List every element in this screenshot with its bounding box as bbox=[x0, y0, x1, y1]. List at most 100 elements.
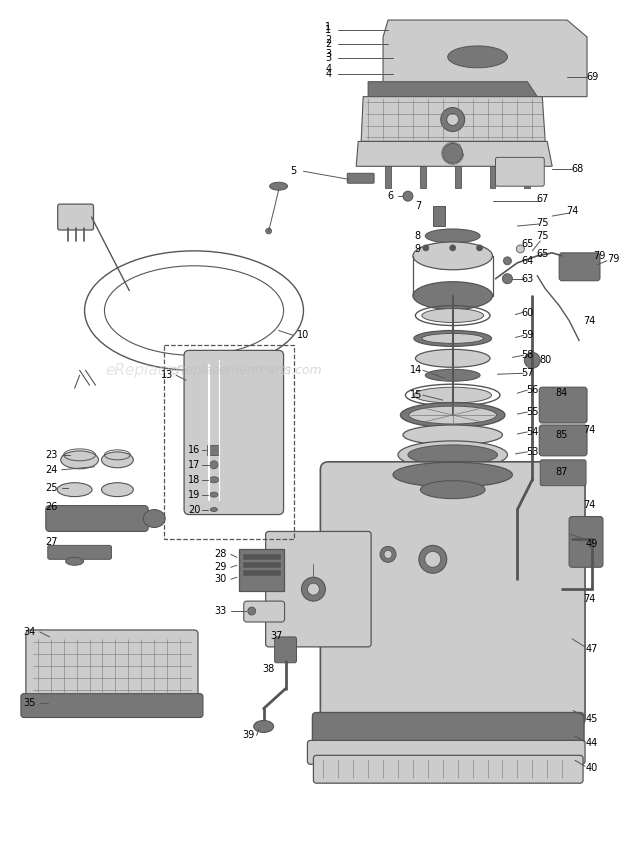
Text: 2: 2 bbox=[326, 39, 332, 49]
Text: 68: 68 bbox=[571, 165, 583, 175]
Text: 23: 23 bbox=[45, 449, 58, 460]
Text: 57: 57 bbox=[521, 368, 534, 378]
Circle shape bbox=[248, 607, 255, 615]
Ellipse shape bbox=[425, 229, 480, 243]
Bar bbox=[490, 166, 495, 188]
Ellipse shape bbox=[413, 282, 492, 310]
Text: 19: 19 bbox=[188, 489, 200, 499]
Text: 24: 24 bbox=[45, 465, 58, 475]
Ellipse shape bbox=[102, 483, 133, 497]
FancyBboxPatch shape bbox=[569, 516, 603, 567]
Circle shape bbox=[210, 460, 218, 469]
Text: 63: 63 bbox=[521, 274, 533, 284]
Text: 49: 49 bbox=[586, 539, 598, 550]
Text: 13: 13 bbox=[161, 371, 173, 380]
Ellipse shape bbox=[403, 425, 502, 445]
Circle shape bbox=[443, 143, 463, 164]
Text: 84: 84 bbox=[555, 388, 567, 399]
Ellipse shape bbox=[420, 481, 485, 499]
FancyBboxPatch shape bbox=[495, 158, 544, 187]
Circle shape bbox=[425, 551, 441, 567]
FancyBboxPatch shape bbox=[58, 204, 94, 230]
Text: 40: 40 bbox=[586, 763, 598, 773]
Circle shape bbox=[301, 577, 326, 601]
Bar bbox=[525, 166, 530, 188]
Polygon shape bbox=[361, 97, 545, 142]
Circle shape bbox=[516, 245, 525, 253]
Text: 75: 75 bbox=[536, 218, 549, 228]
Ellipse shape bbox=[102, 452, 133, 468]
FancyBboxPatch shape bbox=[275, 637, 296, 663]
Text: 85: 85 bbox=[555, 430, 567, 440]
Text: eReplacementParts.com: eReplacementParts.com bbox=[105, 363, 292, 377]
Text: 6: 6 bbox=[387, 191, 393, 201]
Text: 38: 38 bbox=[262, 664, 275, 674]
Ellipse shape bbox=[414, 331, 492, 346]
Ellipse shape bbox=[422, 333, 484, 343]
FancyBboxPatch shape bbox=[539, 425, 587, 456]
Ellipse shape bbox=[143, 510, 165, 527]
Ellipse shape bbox=[61, 451, 99, 469]
Text: 74: 74 bbox=[583, 499, 595, 510]
Circle shape bbox=[419, 545, 447, 573]
Text: 67: 67 bbox=[536, 194, 549, 204]
Ellipse shape bbox=[401, 403, 505, 427]
Text: 69: 69 bbox=[587, 72, 599, 81]
Ellipse shape bbox=[422, 309, 484, 322]
Text: 37: 37 bbox=[270, 631, 283, 641]
Ellipse shape bbox=[408, 445, 497, 465]
Polygon shape bbox=[356, 142, 552, 166]
Text: 10: 10 bbox=[298, 331, 309, 340]
Bar bbox=[207, 445, 219, 455]
Text: 87: 87 bbox=[555, 466, 567, 477]
Bar bbox=[454, 166, 461, 188]
Text: 60: 60 bbox=[521, 308, 533, 317]
Text: 26: 26 bbox=[45, 501, 58, 511]
Text: 9: 9 bbox=[415, 244, 421, 254]
Text: 1: 1 bbox=[326, 22, 332, 32]
Ellipse shape bbox=[398, 441, 507, 469]
Text: 35: 35 bbox=[24, 698, 36, 707]
Text: 3: 3 bbox=[326, 53, 332, 63]
Circle shape bbox=[525, 353, 540, 368]
Text: 27: 27 bbox=[45, 538, 58, 548]
Text: 4: 4 bbox=[326, 64, 332, 74]
Bar bbox=[243, 562, 280, 567]
Text: 28: 28 bbox=[215, 550, 227, 560]
Text: 1: 1 bbox=[326, 25, 332, 35]
Text: 4: 4 bbox=[326, 69, 332, 79]
FancyBboxPatch shape bbox=[540, 460, 586, 486]
Text: 3: 3 bbox=[326, 49, 332, 59]
Text: 80: 80 bbox=[539, 355, 551, 365]
Text: 65: 65 bbox=[536, 248, 549, 259]
Text: 5: 5 bbox=[290, 166, 296, 176]
Text: eReplacementParts.com: eReplacementParts.com bbox=[169, 364, 322, 377]
FancyBboxPatch shape bbox=[265, 532, 371, 647]
Bar bbox=[420, 166, 426, 188]
Circle shape bbox=[447, 114, 459, 126]
Text: 64: 64 bbox=[521, 256, 533, 265]
Text: 39: 39 bbox=[242, 730, 255, 740]
Circle shape bbox=[441, 108, 464, 131]
Ellipse shape bbox=[209, 477, 219, 483]
Ellipse shape bbox=[210, 492, 218, 497]
Text: 56: 56 bbox=[526, 385, 539, 395]
Circle shape bbox=[384, 550, 392, 558]
FancyBboxPatch shape bbox=[184, 350, 283, 515]
Text: 74: 74 bbox=[583, 594, 595, 604]
Text: 44: 44 bbox=[586, 739, 598, 749]
Text: 79: 79 bbox=[607, 254, 619, 264]
Ellipse shape bbox=[448, 46, 507, 68]
Text: 25: 25 bbox=[45, 483, 58, 493]
Bar bbox=[385, 166, 391, 188]
Text: 7: 7 bbox=[415, 201, 421, 211]
Ellipse shape bbox=[415, 349, 490, 367]
Text: 15: 15 bbox=[410, 390, 422, 400]
Text: 47: 47 bbox=[586, 644, 598, 654]
Text: 8: 8 bbox=[415, 231, 421, 241]
Text: 55: 55 bbox=[526, 407, 539, 417]
Text: 65: 65 bbox=[521, 239, 534, 249]
FancyBboxPatch shape bbox=[314, 756, 583, 784]
Bar bbox=[164, 345, 293, 539]
FancyBboxPatch shape bbox=[321, 462, 585, 727]
